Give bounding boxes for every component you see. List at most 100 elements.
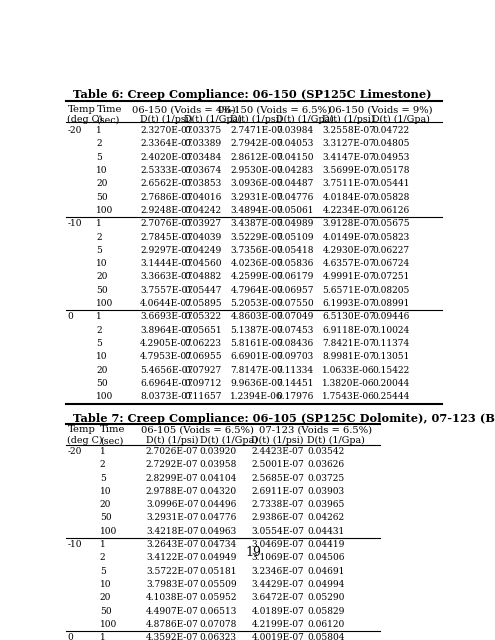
Text: 2.9788E-07: 2.9788E-07 xyxy=(146,487,198,496)
Text: D(t) (1/Gpa): D(t) (1/Gpa) xyxy=(276,115,334,124)
Text: 3.7356E-07: 3.7356E-07 xyxy=(230,246,283,255)
Text: (deg C): (deg C) xyxy=(67,115,103,124)
Text: 0.07078: 0.07078 xyxy=(199,620,237,629)
Text: 0.05418: 0.05418 xyxy=(276,246,314,255)
Text: -10: -10 xyxy=(67,540,82,549)
Text: 2.7338E-07: 2.7338E-07 xyxy=(251,500,304,509)
Text: D(t) (1/psi): D(t) (1/psi) xyxy=(322,115,375,124)
Text: 0.05823: 0.05823 xyxy=(372,232,409,241)
Text: 4.7964E-07: 4.7964E-07 xyxy=(230,285,283,295)
Text: 0.03927: 0.03927 xyxy=(184,220,221,228)
Text: 0.05952: 0.05952 xyxy=(199,593,237,602)
Text: 50: 50 xyxy=(100,513,111,522)
Text: Temp: Temp xyxy=(68,106,96,115)
Text: 0.05829: 0.05829 xyxy=(307,607,345,616)
Text: 0.03958: 0.03958 xyxy=(199,460,237,469)
Text: 1: 1 xyxy=(100,633,105,640)
Text: 2: 2 xyxy=(100,460,105,469)
Text: 4.6357E-07: 4.6357E-07 xyxy=(322,259,375,268)
Text: 9.9636E-07: 9.9636E-07 xyxy=(230,379,283,388)
Text: 2.4423E-07: 2.4423E-07 xyxy=(251,447,304,456)
Text: 2.7845E-07: 2.7845E-07 xyxy=(140,232,193,241)
Text: 0.04560: 0.04560 xyxy=(184,259,222,268)
Text: 0.03903: 0.03903 xyxy=(307,487,344,496)
Text: 7.8421E-07: 7.8421E-07 xyxy=(322,339,375,348)
Text: 8.9981E-07: 8.9981E-07 xyxy=(322,352,375,361)
Text: Table 6: Creep Compliance: 06-150 (SP125C Limestone): Table 6: Creep Compliance: 06-150 (SP125… xyxy=(73,89,432,100)
Text: 0.04016: 0.04016 xyxy=(184,193,222,202)
Text: 0.03965: 0.03965 xyxy=(307,500,345,509)
Text: 0.10024: 0.10024 xyxy=(372,326,409,335)
Text: 0.05804: 0.05804 xyxy=(307,633,345,640)
Text: 2.9297E-07: 2.9297E-07 xyxy=(140,246,193,255)
Text: 100: 100 xyxy=(96,299,113,308)
Text: 3.2558E-07: 3.2558E-07 xyxy=(322,126,375,135)
Text: 0.07453: 0.07453 xyxy=(276,326,314,335)
Text: 1.7543E-06: 1.7543E-06 xyxy=(322,392,375,401)
Text: 2.3364E-07: 2.3364E-07 xyxy=(140,140,193,148)
Text: 6.6964E-07: 6.6964E-07 xyxy=(140,379,193,388)
Text: 4.7953E-07: 4.7953E-07 xyxy=(140,352,193,361)
Text: 3.0936E-07: 3.0936E-07 xyxy=(230,179,283,188)
Text: 0.20044: 0.20044 xyxy=(372,379,409,388)
Text: 20: 20 xyxy=(96,365,107,374)
Text: Time: Time xyxy=(100,425,126,434)
Text: D(t) (1/psi): D(t) (1/psi) xyxy=(140,115,193,124)
Text: 0.04419: 0.04419 xyxy=(307,540,345,549)
Text: 3.9128E-07: 3.9128E-07 xyxy=(322,220,375,228)
Text: 20: 20 xyxy=(96,179,107,188)
Text: 3.2346E-07: 3.2346E-07 xyxy=(251,566,304,575)
Text: 0.14451: 0.14451 xyxy=(276,379,314,388)
Text: 8.0373E-07: 8.0373E-07 xyxy=(140,392,193,401)
Text: 0.04691: 0.04691 xyxy=(307,566,345,575)
Text: 0.04722: 0.04722 xyxy=(372,126,409,135)
Text: 0.03542: 0.03542 xyxy=(307,447,344,456)
Text: 0.08991: 0.08991 xyxy=(372,299,409,308)
Text: 0.08436: 0.08436 xyxy=(276,339,313,348)
Text: 0.04320: 0.04320 xyxy=(199,487,237,496)
Text: 5: 5 xyxy=(100,566,106,575)
Text: 3.5229E-07: 3.5229E-07 xyxy=(230,232,283,241)
Text: 0.03853: 0.03853 xyxy=(184,179,221,188)
Text: 0.06724: 0.06724 xyxy=(372,259,409,268)
Text: 0.03920: 0.03920 xyxy=(199,447,237,456)
Text: 4.8603E-07: 4.8603E-07 xyxy=(230,312,283,321)
Text: 0.05109: 0.05109 xyxy=(276,232,314,241)
Text: 0.11374: 0.11374 xyxy=(372,339,409,348)
Text: 5.1387E-07: 5.1387E-07 xyxy=(230,326,283,335)
Text: 6.1993E-07: 6.1993E-07 xyxy=(322,299,375,308)
Text: 0.06223: 0.06223 xyxy=(184,339,221,348)
Text: Table 7: Creep Compliance: 06-105 (SP125C Dolomite), 07-123 (BP-1 Dolomite): Table 7: Creep Compliance: 06-105 (SP125… xyxy=(73,413,495,424)
Text: 4.2905E-07: 4.2905E-07 xyxy=(140,339,193,348)
Text: 0.06513: 0.06513 xyxy=(199,607,237,616)
Text: 20: 20 xyxy=(100,500,111,509)
Text: 0.06955: 0.06955 xyxy=(184,352,222,361)
Text: 0.04104: 0.04104 xyxy=(199,474,237,483)
Text: 0.06323: 0.06323 xyxy=(199,633,237,640)
Text: 0.03484: 0.03484 xyxy=(184,153,221,162)
Text: 0.04431: 0.04431 xyxy=(307,527,344,536)
Text: 2.4020E-07: 2.4020E-07 xyxy=(140,153,193,162)
Text: D(t) (1/psi): D(t) (1/psi) xyxy=(251,436,304,445)
Text: 0.11334: 0.11334 xyxy=(276,365,313,374)
Text: D(t) (1/Gpa): D(t) (1/Gpa) xyxy=(199,436,257,445)
Text: 4.0189E-07: 4.0189E-07 xyxy=(251,607,304,616)
Text: 5: 5 xyxy=(96,339,102,348)
Text: 3.0469E-07: 3.0469E-07 xyxy=(251,540,304,549)
Text: 0: 0 xyxy=(67,312,73,321)
Text: 06-105 (Voids = 6.5%): 06-105 (Voids = 6.5%) xyxy=(141,425,253,434)
Text: 2: 2 xyxy=(96,326,101,335)
Text: 0.04150: 0.04150 xyxy=(276,153,314,162)
Text: Temp: Temp xyxy=(68,425,96,434)
Text: 1: 1 xyxy=(96,126,102,135)
Text: 0.03725: 0.03725 xyxy=(307,474,344,483)
Text: 2: 2 xyxy=(96,140,101,148)
Text: 1.3820E-06: 1.3820E-06 xyxy=(322,379,375,388)
Text: 1.2394E-06: 1.2394E-06 xyxy=(230,392,283,401)
Text: 2.7292E-07: 2.7292E-07 xyxy=(146,460,198,469)
Text: 1.0633E-06: 1.0633E-06 xyxy=(322,365,375,374)
Text: 2.5333E-07: 2.5333E-07 xyxy=(140,166,193,175)
Text: 5.8161E-07: 5.8161E-07 xyxy=(230,339,283,348)
Text: 4.0019E-07: 4.0019E-07 xyxy=(251,633,304,640)
Text: 0.04776: 0.04776 xyxy=(276,193,314,202)
